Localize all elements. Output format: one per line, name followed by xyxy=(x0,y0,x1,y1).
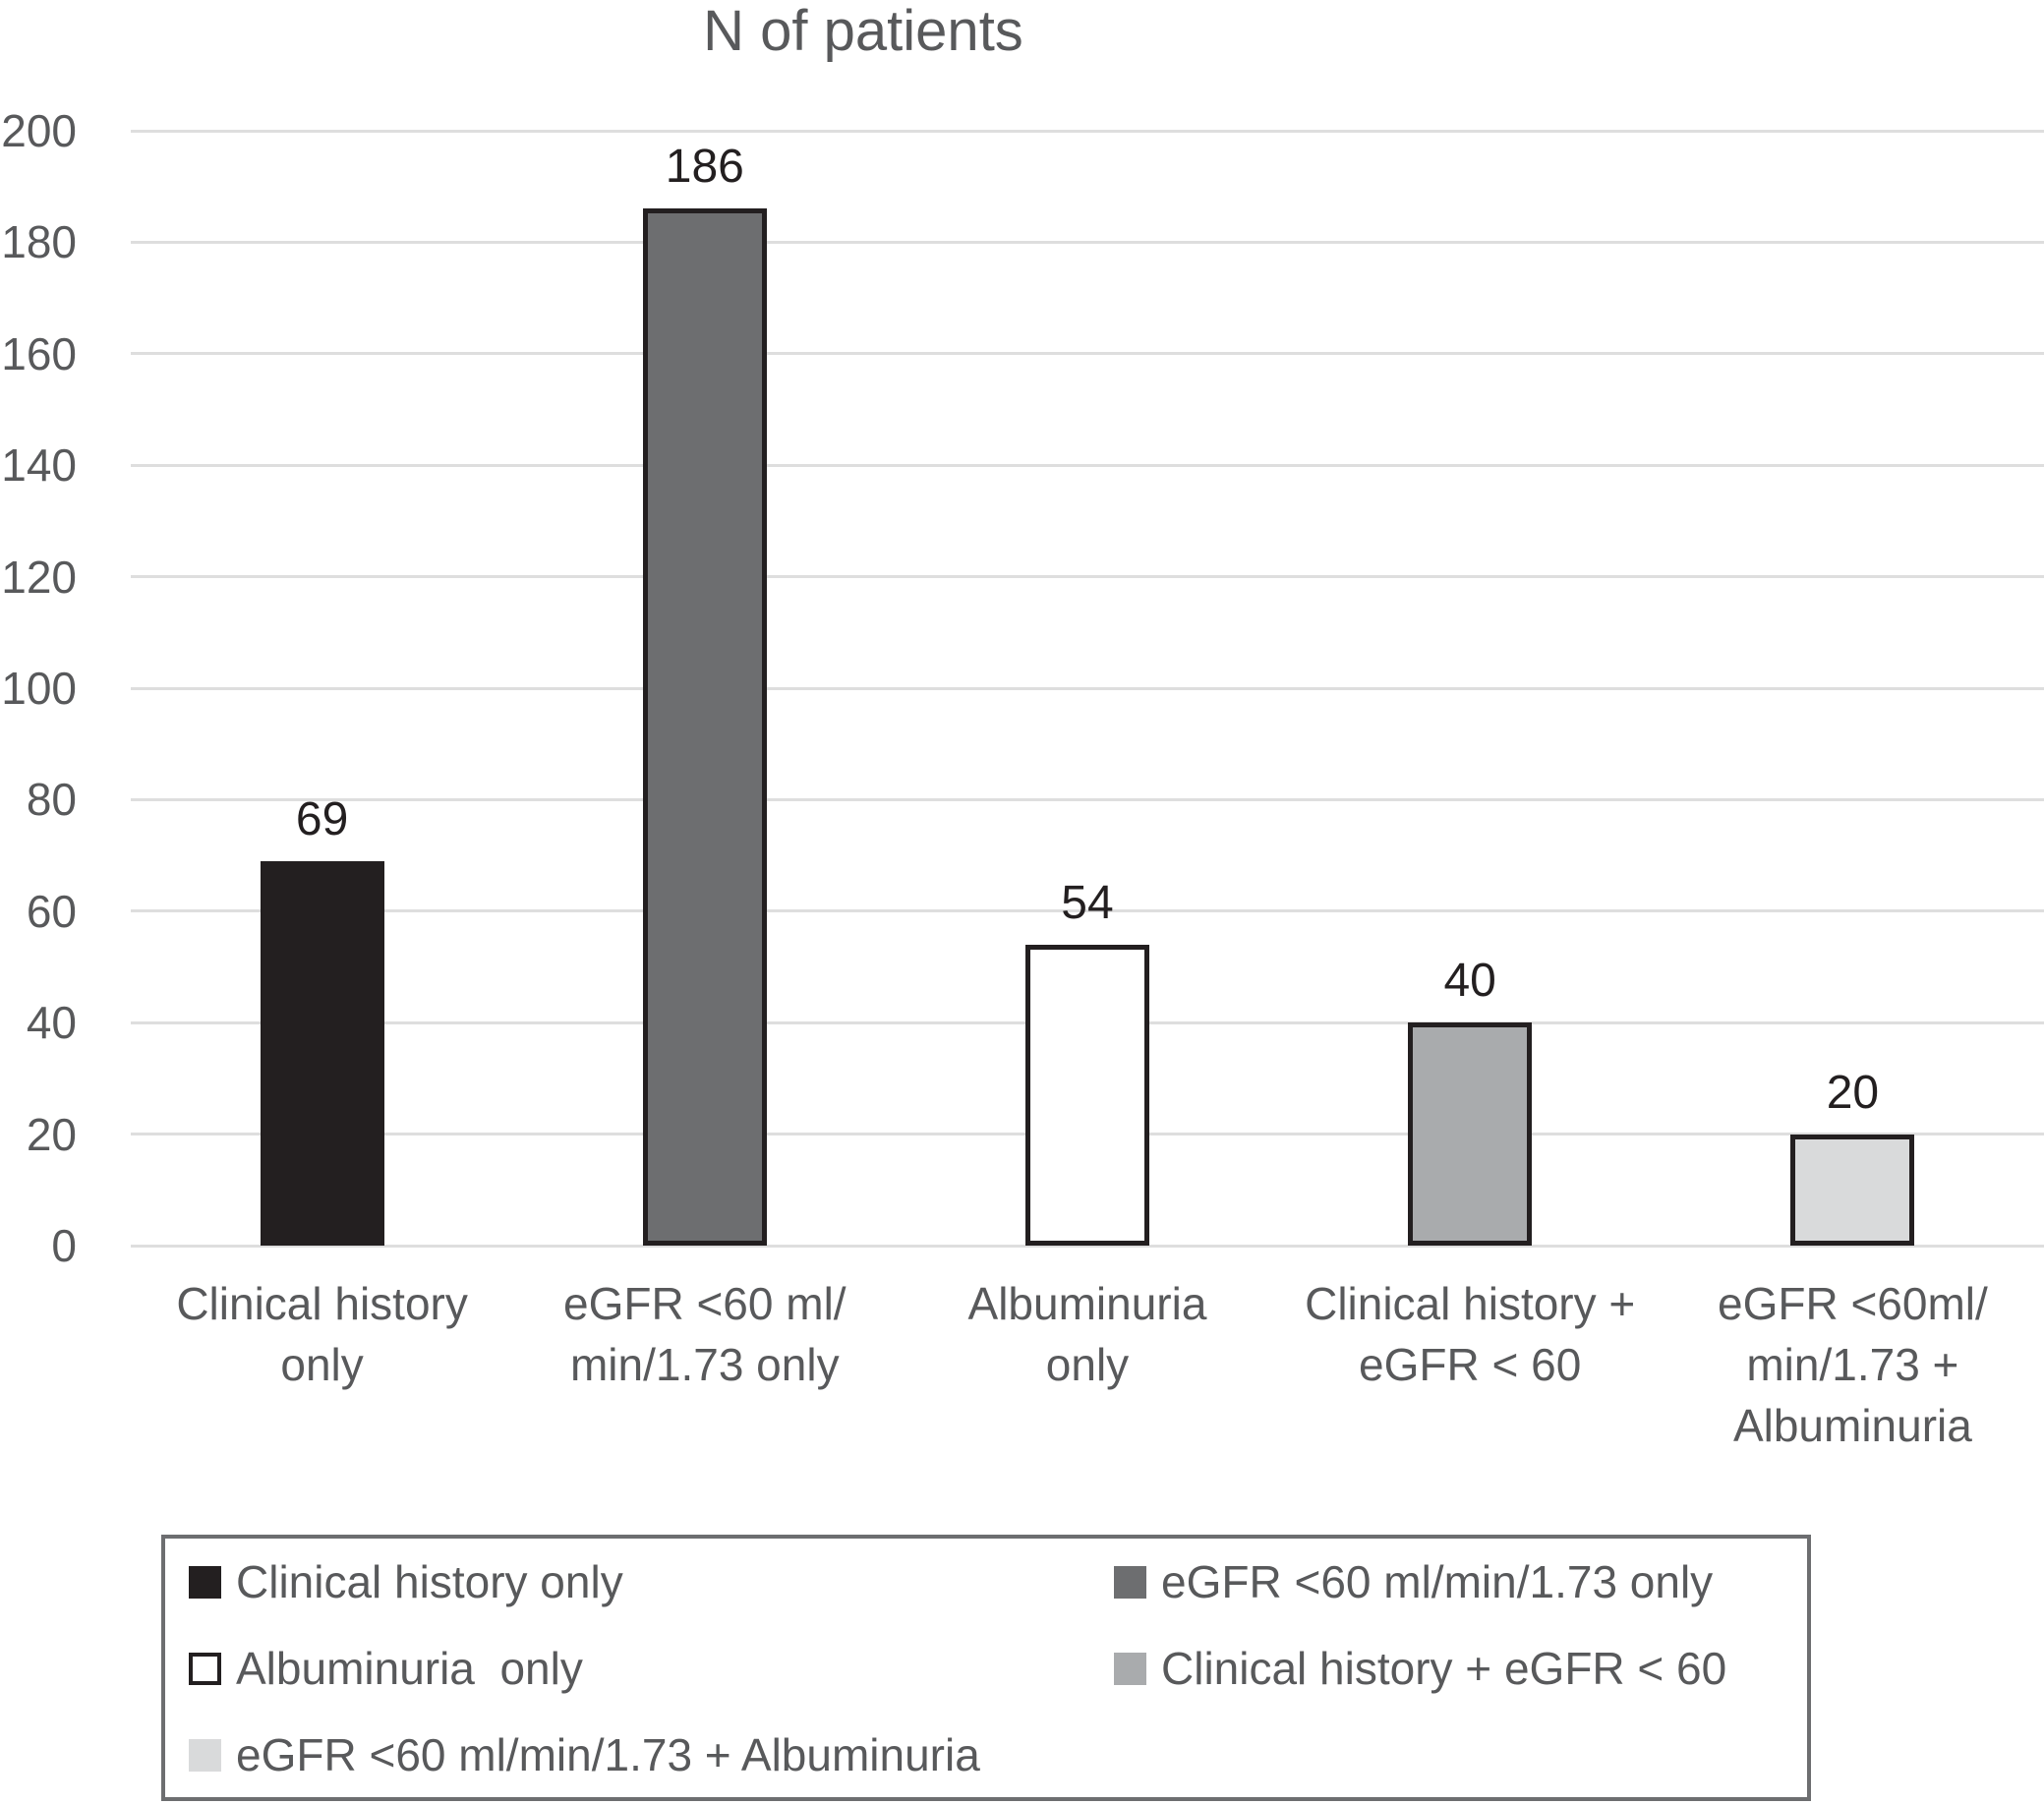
gridline-y-140 xyxy=(131,463,2044,467)
y-axis-tick-label-80: 80 xyxy=(26,774,77,826)
y-axis-tick-label-60: 60 xyxy=(26,885,77,937)
x-axis-category-label-albuminuria-only: Albuminuria only xyxy=(967,1278,1207,1390)
legend-box: Clinical history only Albuminuria only eGF… xyxy=(161,1535,1811,1801)
y-axis-tick-label-140: 140 xyxy=(1,439,77,492)
chart-title: N of patients xyxy=(703,0,1023,63)
legend-label: Clinical history only xyxy=(236,1556,623,1607)
bar-value-label-egfr-60-ml-min-1-73-only: 186 xyxy=(665,141,744,194)
gridline-y-100 xyxy=(131,686,2044,690)
y-axis-tick-label-40: 40 xyxy=(26,997,77,1049)
bar-albuminuria-only xyxy=(1025,944,1149,1246)
bar-value-label-albuminuria-only: 54 xyxy=(1061,876,1114,929)
y-axis-tick-label-160: 160 xyxy=(1,327,77,379)
legend-item-egfr-60-ml-min-1-73-albuminuria: eGFR <60 ml/min/1.73 + Albuminuria xyxy=(189,1730,1114,1779)
x-axis-category-label-egfr-60ml-min-1-73-albuminuria: eGFR <60ml/ min/1.73 + Albuminuria xyxy=(1717,1278,1988,1451)
legend-swatch-icon xyxy=(1114,1652,1146,1685)
legend-swatch-icon xyxy=(1114,1565,1146,1599)
legend-swatch-icon xyxy=(189,1738,221,1772)
legend-label: Clinical history + eGFR < 60 xyxy=(1161,1643,1727,1694)
legend-item-clinical-history-only: Clinical history only xyxy=(189,1557,1114,1606)
gridline-y-160 xyxy=(131,352,2044,356)
y-axis-tick-label-0: 0 xyxy=(51,1220,77,1271)
gridline-y-180 xyxy=(131,240,2044,244)
y-axis-tick-label-200: 200 xyxy=(1,105,77,156)
y-axis-tick-label-180: 180 xyxy=(1,216,77,268)
y-axis-tick-label-20: 20 xyxy=(26,1108,77,1160)
legend-swatch-icon xyxy=(189,1565,221,1599)
bar-egfr-60-ml-min-1-73-only xyxy=(642,208,767,1246)
legend-item-albuminuria-only: Albuminuria only xyxy=(189,1644,1114,1693)
y-axis-tick-label-100: 100 xyxy=(1,663,77,714)
bar-value-label-clinical-history-only: 69 xyxy=(295,792,349,845)
bar-egfr-60ml-min-1-73-albuminuria xyxy=(1790,1134,1915,1246)
x-axis-category-label-clinical-history-egfr-60: Clinical history + eGFR < 60 xyxy=(1305,1278,1636,1390)
x-axis-category-label-egfr-60-ml-min-1-73-only: eGFR <60 ml/ min/1.73 only xyxy=(562,1278,847,1390)
legend-item-clinical-history-egfr-60: Clinical history + eGFR < 60 xyxy=(1114,1644,1807,1693)
bar-clinical-history-egfr-60 xyxy=(1408,1022,1533,1246)
bar-value-label-egfr-60ml-min-1-73-albuminuria: 20 xyxy=(1826,1066,1880,1119)
legend-label: Albuminuria only xyxy=(236,1643,583,1694)
gridline-y-0 xyxy=(131,1244,2044,1248)
gridline-y-200 xyxy=(131,129,2044,133)
gridline-y-80 xyxy=(131,797,2044,801)
gridline-y-120 xyxy=(131,575,2044,579)
bar-clinical-history-only xyxy=(260,860,384,1246)
legend-label: eGFR <60 ml/min/1.73 only xyxy=(1161,1556,1714,1607)
legend-label: eGFR <60 ml/min/1.73 + Albuminuria xyxy=(236,1729,980,1780)
legend-swatch-icon xyxy=(189,1652,221,1685)
x-axis-category-label-clinical-history-only: Clinical history only xyxy=(176,1278,468,1390)
plot-area: 69 186 54 40 20 xyxy=(131,129,2044,1248)
legend-item-egfr-60-ml-min-1-73-only: eGFR <60 ml/min/1.73 only xyxy=(1114,1557,1807,1606)
bar-value-label-clinical-history-egfr-60: 40 xyxy=(1443,955,1496,1008)
y-axis-tick-label-120: 120 xyxy=(1,551,77,603)
gridline-y-60 xyxy=(131,909,2044,913)
